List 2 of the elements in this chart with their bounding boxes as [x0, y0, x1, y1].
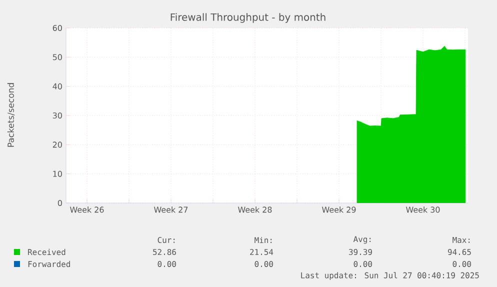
chart-title: Firewall Throughput - by month [170, 13, 326, 23]
y-axis-title: Packets/second [7, 83, 15, 147]
